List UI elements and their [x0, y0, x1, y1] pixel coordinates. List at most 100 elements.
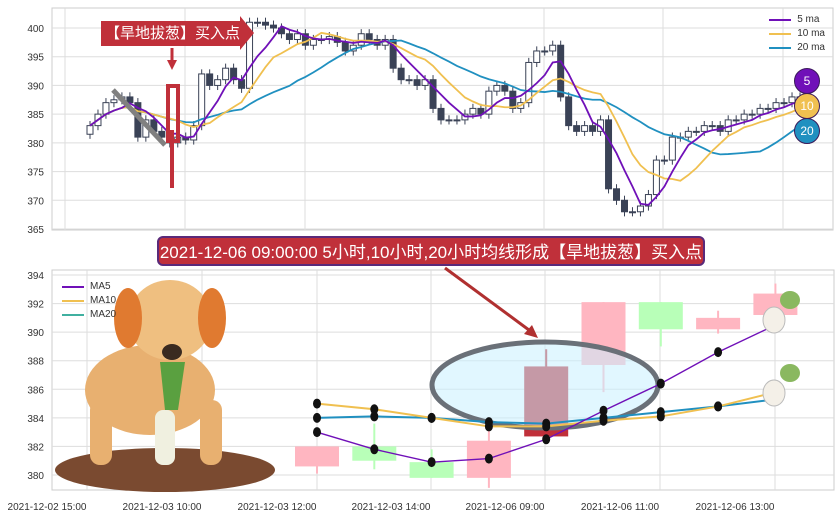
legend-label: MA5 [90, 281, 111, 292]
x-tick-label: 2021-12-06 11:00 [581, 502, 660, 513]
y-tick-label: 380 [27, 471, 44, 482]
x-tick-label: 2021-12-03 12:00 [238, 502, 317, 513]
candle [557, 44, 565, 98]
y-tick-label: 382 [27, 442, 44, 453]
candle [254, 21, 262, 24]
ma5-point [599, 405, 608, 416]
candle [605, 119, 613, 190]
ma10-point [542, 421, 551, 432]
ma5-point [370, 444, 379, 455]
candle [620, 199, 628, 213]
candle [389, 38, 397, 69]
candle [477, 107, 485, 115]
dog-leg [90, 400, 112, 465]
candle [638, 302, 683, 330]
down-arrow-head [167, 60, 177, 70]
ma10-point [484, 421, 493, 432]
x-tick-label: 2021-12-02 15:00 [8, 502, 87, 513]
y-tick-label: 394 [27, 271, 44, 282]
ma5-point [484, 453, 493, 464]
y-tick-label: 386 [27, 385, 44, 396]
candle [429, 79, 437, 109]
candle [285, 33, 293, 40]
candle [397, 67, 405, 81]
bottom-legend: MA5 MA10 MA20 [62, 280, 116, 322]
top-legend: 5 ma 10 ma 20 ma [769, 13, 825, 55]
candle [222, 67, 230, 81]
y-tick-label: 365 [27, 225, 44, 235]
candle [692, 130, 700, 133]
candle [708, 125, 716, 128]
candle [652, 159, 660, 196]
candle [409, 462, 454, 478]
x-tick-label: 2021-12-03 14:00 [352, 502, 431, 513]
leek-icon [762, 379, 786, 407]
ma10-point [656, 411, 665, 422]
candle [206, 73, 214, 86]
ma5-point [427, 457, 436, 468]
dog-leg [200, 400, 222, 465]
candle [413, 79, 421, 86]
legend-item-ma5: 5 ma [769, 13, 825, 27]
y-tick-label: 384 [27, 414, 44, 425]
candle [293, 33, 301, 40]
ma10-point [370, 404, 379, 415]
arrow-head-icon [240, 16, 254, 50]
candle [589, 125, 597, 132]
candle [214, 79, 222, 86]
candle [295, 446, 339, 467]
ma5-point [656, 378, 665, 389]
y-tick-label: 390 [27, 328, 44, 339]
pointer-arrow [444, 266, 534, 335]
candle [696, 317, 741, 330]
candle [453, 119, 461, 122]
candle [110, 99, 118, 104]
y-tick-label: 395 [27, 53, 44, 64]
ma10-point [599, 415, 608, 426]
ma20-point [370, 411, 379, 422]
ma10-badge: 10 [794, 93, 820, 119]
candle [573, 125, 581, 132]
y-tick-label: 380 [27, 139, 44, 150]
legend-item-ma20: 20 ma [769, 41, 825, 55]
candle [628, 211, 636, 214]
candle [485, 90, 493, 115]
y-tick-label: 388 [27, 357, 44, 368]
signal-banner: 2021-12-06 09:00:00 5小时,10小时,20小时均线形成【旱地… [157, 236, 705, 266]
ma5-line [89, 25, 801, 206]
leek-icon [762, 306, 786, 334]
candle [644, 194, 652, 207]
ma10-point [313, 398, 321, 409]
pointer-arrow-head [524, 325, 538, 338]
candle [549, 44, 557, 52]
ma10-point [427, 412, 436, 423]
candle [365, 33, 373, 40]
trend-arrow [111, 88, 167, 147]
candle [469, 107, 477, 115]
candle [405, 79, 413, 82]
candle [756, 107, 764, 115]
dog-illustration [55, 280, 800, 492]
signal-arrow [170, 130, 174, 188]
candle [565, 96, 573, 127]
leek-leaves [160, 362, 185, 410]
x-tick-label: 2021-12-06 13:00 [696, 502, 775, 513]
candle [668, 136, 676, 161]
y-tick-label: 400 [27, 24, 44, 35]
candle [493, 84, 501, 92]
y-tick-label: 392 [27, 300, 44, 311]
legend-item-ma10: 10 ma [769, 27, 825, 41]
candle [748, 113, 756, 116]
legend-label: 5 ma [797, 14, 820, 25]
ma20-line [89, 39, 801, 156]
candle [684, 130, 692, 138]
x-tick-label: 2021-12-06 09:00 [466, 502, 545, 513]
ma20-point [313, 412, 321, 423]
legend-item-ma10: MA10 [62, 294, 116, 308]
legend-label: 20 ma [797, 42, 825, 53]
legend-item-ma5: MA5 [62, 280, 116, 294]
legend-label: 10 ma [797, 28, 825, 39]
candle [445, 119, 453, 122]
legend-label: MA20 [90, 309, 117, 320]
